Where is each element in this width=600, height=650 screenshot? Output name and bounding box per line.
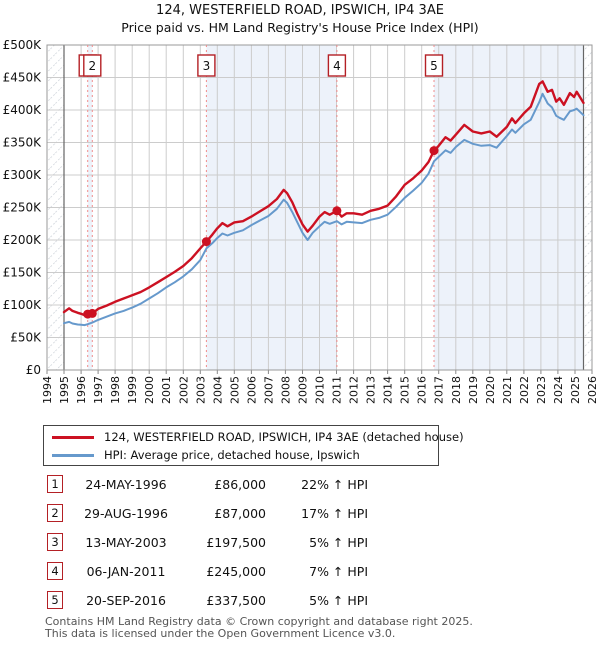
x-axis-label: 2014 [382, 376, 395, 404]
event-date: 29-AUG-1996 [84, 506, 168, 521]
x-axis-label: 2020 [484, 376, 497, 404]
y-axis-label: £100K [3, 298, 43, 312]
x-axis-label: 2025 [569, 376, 582, 404]
sale-point-3 [201, 237, 211, 247]
y-axis-label: £350K [3, 136, 43, 150]
x-axis-label: 2011 [331, 376, 344, 404]
footer: Contains HM Land Registry data © Crown c… [45, 616, 473, 639]
event-hpi-delta: 5% ↑ HPI [309, 593, 368, 608]
y-axis-label: £200K [3, 233, 43, 247]
y-axis-label: £0 [26, 363, 41, 377]
price-history-chart: 12345£0£50K£100K£150K£200K£250K£300K£350… [3, 38, 599, 404]
x-axis-label: 2024 [552, 376, 565, 404]
sale-number-label-4: 4 [333, 59, 341, 73]
table-row-4: 4 06-JAN-2011 £245,000 7% ↑ HPI [0, 562, 600, 581]
page-title: 124, WESTERFIELD ROAD, IPSWICH, IP4 3AE [156, 3, 444, 18]
event-number-badge: 4 [47, 562, 63, 580]
x-axis-label: 2023 [535, 376, 548, 404]
sale-number-box-4 [327, 54, 347, 77]
event-date: 24-MAY-1996 [85, 477, 167, 492]
table-row-2: 2 29-AUG-1996 £87,000 17% ↑ HPI [0, 504, 600, 523]
x-axis-label: 2010 [314, 376, 327, 404]
x-axis-label: 1995 [58, 376, 71, 404]
legend-red-swatch [52, 435, 94, 439]
event-hpi-delta: 22% ↑ HPI [301, 477, 368, 492]
page-subtitle: Price paid vs. HM Land Registry's House … [121, 20, 479, 35]
x-axis-label: 2008 [279, 376, 292, 404]
y-axis-label: £400K [3, 103, 43, 117]
x-axis-label: 2005 [228, 376, 241, 404]
legend-entry-hpi: HPI: Average price, detached house, Ipsw… [44, 446, 360, 464]
legend-entry-property: 124, WESTERFIELD ROAD, IPSWICH, IP4 3AE … [44, 428, 464, 446]
event-number-badge: 2 [47, 504, 63, 522]
event-price: £87,000 [214, 506, 266, 521]
sale-number-label-2: 2 [88, 59, 96, 73]
event-price: £86,000 [214, 477, 266, 492]
x-axis-label: 2019 [467, 376, 480, 404]
y-axis-label: £50K [10, 331, 42, 345]
plot-border [46, 44, 593, 371]
x-axis-label: 2002 [177, 376, 190, 404]
x-axis-label: 1999 [126, 376, 139, 404]
x-axis-label: 1996 [75, 376, 88, 404]
legend-hpi-label: HPI: Average price, detached house, Ipsw… [104, 448, 360, 462]
x-axis-label: 2026 [586, 376, 599, 404]
event-number-badge: 3 [47, 533, 63, 551]
table-row-5: 5 20-SEP-2016 £337,500 5% ↑ HPI [0, 591, 600, 610]
x-axis-label: 1997 [92, 376, 105, 404]
sale-point-5 [429, 146, 439, 156]
y-axis-label: £450K [3, 71, 43, 85]
x-axis-label: 2004 [211, 376, 224, 404]
event-hpi-delta: 17% ↑ HPI [301, 506, 368, 521]
x-axis-label: 2018 [450, 376, 463, 404]
y-axis-label: £150K [3, 266, 43, 280]
event-date: 13-MAY-2003 [85, 535, 167, 550]
x-axis-label: 2015 [399, 376, 412, 404]
sale-number-box-5 [424, 54, 444, 77]
x-axis-label: 2003 [194, 376, 207, 404]
event-date: 06-JAN-2011 [86, 564, 166, 579]
x-axis-label: 2017 [433, 376, 446, 404]
sale-number-box-2 [83, 54, 102, 77]
footer-line2: This data is licensed under the Open Gov… [45, 626, 396, 640]
sale-number-box-3 [197, 54, 216, 77]
footer-line1: Contains HM Land Registry data © Crown c… [45, 615, 473, 628]
x-axis-label: 2009 [297, 376, 310, 404]
legend-property-label: 124, WESTERFIELD ROAD, IPSWICH, IP4 3AE … [104, 430, 464, 444]
sale-point-2 [87, 308, 97, 318]
x-axis-label: 2016 [416, 376, 429, 404]
event-date: 20-SEP-2016 [86, 593, 166, 608]
event-hpi-delta: 5% ↑ HPI [309, 535, 368, 550]
table-row-1: 1 24-MAY-1996 £86,000 22% ↑ HPI [0, 475, 600, 494]
chart-legend: 124, WESTERFIELD ROAD, IPSWICH, IP4 3AE … [43, 425, 464, 466]
hpi-series [63, 92, 585, 327]
y-axis-label: £250K [3, 201, 43, 215]
y-axis-label: £300K [3, 168, 43, 182]
event-number-badge: 5 [47, 591, 63, 609]
event-price: £337,500 [206, 593, 266, 608]
event-price: £245,000 [206, 564, 266, 579]
price-paid-series [62, 80, 585, 317]
x-axis-label: 2007 [262, 376, 275, 404]
x-axis-label: 2012 [348, 376, 361, 404]
x-axis-label: 2021 [501, 376, 514, 404]
event-hpi-delta: 7% ↑ HPI [309, 564, 368, 579]
sale-number-label-5: 5 [430, 59, 438, 73]
x-axis-label: 2013 [365, 376, 378, 404]
x-axis-label: 2022 [518, 376, 531, 404]
y-axis-label: £500K [3, 38, 43, 52]
x-axis-label: 1998 [109, 376, 122, 404]
x-axis-label: 2000 [143, 376, 156, 404]
x-axis-label: 2006 [245, 376, 258, 404]
event-number-badge: 1 [47, 475, 63, 493]
sale-number-label-3: 3 [203, 59, 211, 73]
x-axis-label: 1994 [41, 376, 54, 404]
legend-blue-swatch [52, 453, 94, 457]
event-price: £197,500 [206, 535, 266, 550]
table-row-3: 3 13-MAY-2003 £197,500 5% ↑ HPI [0, 533, 600, 552]
x-axis-label: 2001 [160, 376, 173, 404]
sale-point-4 [332, 206, 342, 216]
